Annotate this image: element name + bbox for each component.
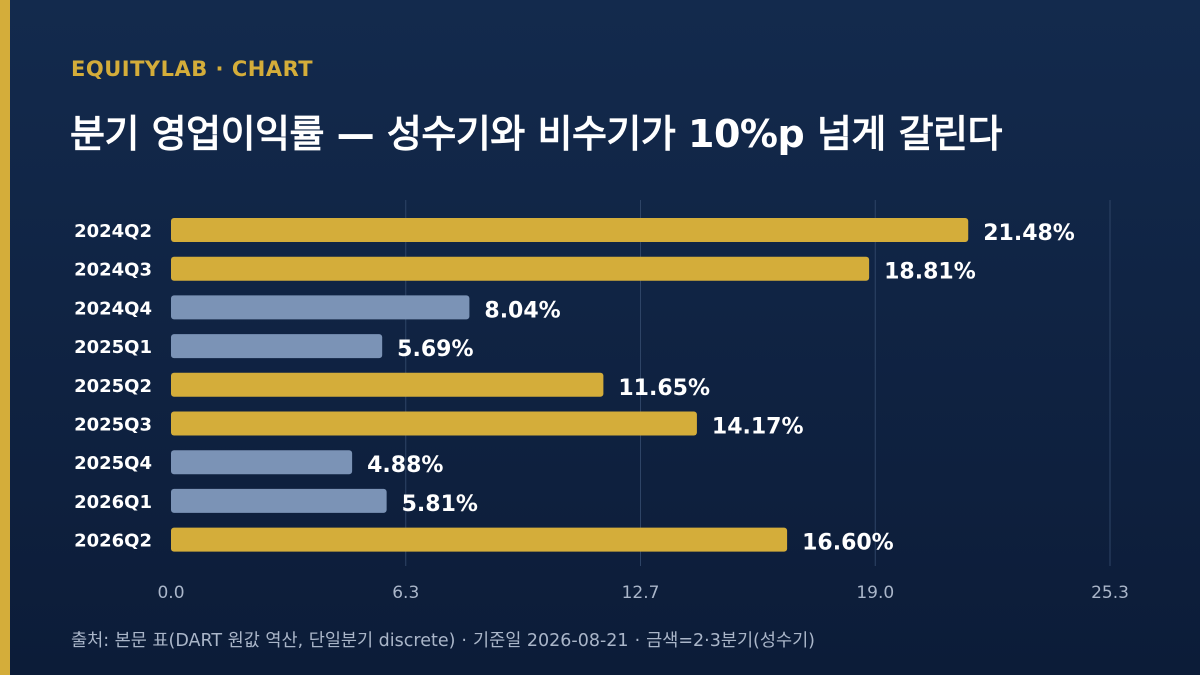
y-category-label: 2025Q3 — [74, 415, 152, 436]
y-category-label: 2024Q2 — [74, 221, 152, 242]
footer-separator: · — [634, 631, 641, 651]
x-tick-label: 25.3 — [1091, 583, 1129, 603]
data-label: 16.60% — [802, 531, 894, 556]
data-label: 21.48% — [983, 221, 1075, 246]
bar — [171, 488, 387, 513]
y-category-label: 2025Q4 — [74, 453, 152, 474]
source-note: 출처: 본문 표(DART 원값 역산, 단일분기 discrete) — [71, 631, 456, 651]
footer-separator: · — [461, 631, 467, 651]
bar — [171, 411, 697, 436]
bar — [171, 527, 788, 552]
eyebrow-label: EQUITYLAB · CHART — [71, 57, 314, 81]
x-tick-label: 19.0 — [856, 583, 894, 603]
x-tick-label: 0.0 — [157, 583, 184, 603]
chart-footer: 출처: 본문 표(DART 원값 역산, 단일분기 discrete) · 기준일 … — [71, 627, 815, 652]
bar — [171, 218, 969, 242]
bar — [171, 334, 383, 359]
data-label: 11.65% — [618, 376, 710, 401]
y-category-label: 2026Q2 — [74, 531, 152, 552]
y-category-label: 2025Q2 — [74, 376, 152, 397]
bar — [171, 372, 604, 397]
date-note: 기준일 2026-08-21 — [473, 631, 629, 651]
data-label: 18.81% — [884, 260, 976, 285]
y-category-label: 2024Q4 — [74, 298, 152, 319]
chart-title: 분기 영업이익률 — 성수기와 비수기가 10%p 넘게 갈린다 — [70, 112, 1002, 156]
bar — [171, 450, 353, 475]
color-legend-note: 금색=2·3분기(성수기) — [646, 631, 816, 651]
y-category-label: 2026Q1 — [74, 492, 152, 513]
data-label: 14.17% — [712, 415, 804, 440]
bar — [171, 295, 470, 320]
data-label: 4.88% — [367, 453, 443, 478]
y-category-label: 2025Q1 — [74, 337, 152, 358]
x-tick-label: 6.3 — [392, 583, 419, 603]
accent-bar — [0, 0, 10, 675]
data-label: 8.04% — [484, 298, 560, 323]
data-label: 5.69% — [397, 337, 473, 362]
y-category-label: 2024Q3 — [74, 260, 152, 281]
bar — [171, 256, 870, 281]
data-label: 5.81% — [402, 492, 478, 517]
x-tick-label: 12.7 — [622, 583, 660, 603]
